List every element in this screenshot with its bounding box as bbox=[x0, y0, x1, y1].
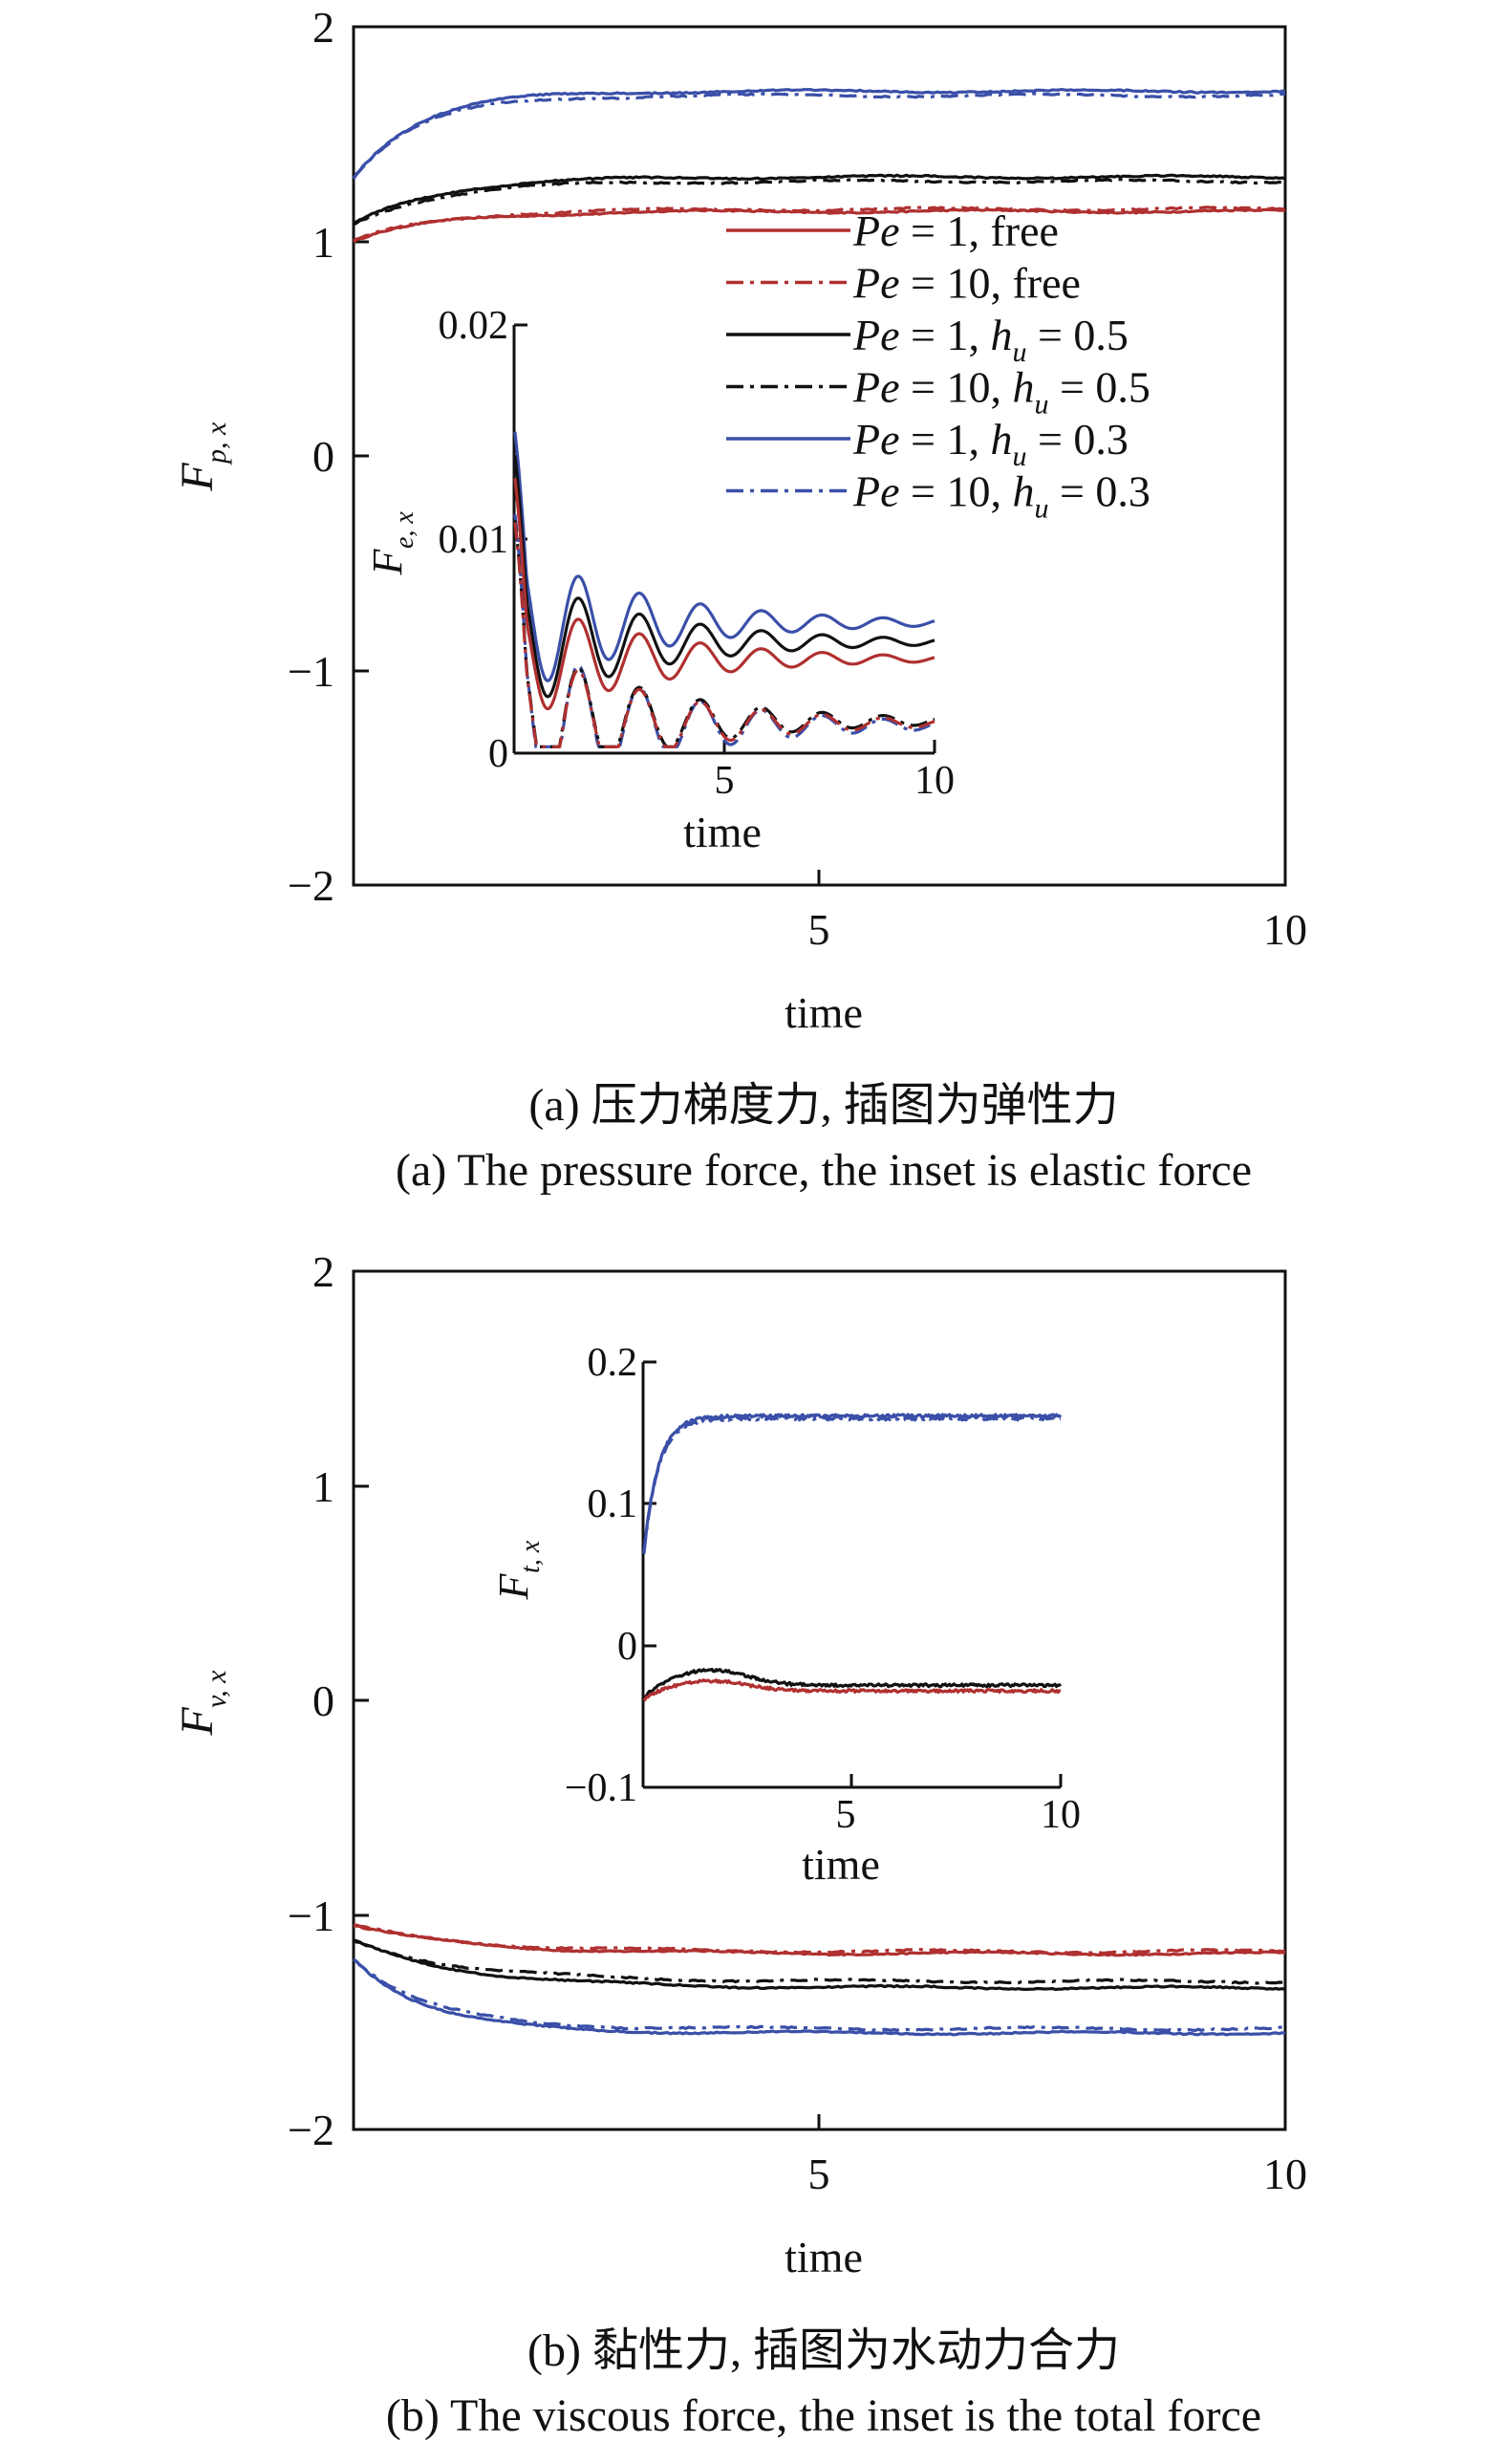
panel-b-inset: 0.2 0.1 0 −0.1 5 10 time F t, x bbox=[490, 1341, 1081, 1889]
panel-a-inset: 0.02 0.01 0 5 10 time F e, x bbox=[364, 304, 955, 856]
series-line bbox=[353, 1938, 1286, 1992]
panel-b-inset-ytick-label: 0.1 bbox=[588, 1482, 638, 1526]
panel-b-yticks: 2 1 0 −1 −2 bbox=[288, 1247, 369, 2154]
panel-b-ytick-label: 2 bbox=[312, 1247, 334, 1296]
panel-a-ylabel: F p, x bbox=[172, 421, 232, 492]
series-line bbox=[353, 205, 1286, 243]
panel-b-xtick-label: 10 bbox=[1263, 2150, 1307, 2198]
inset-series-line bbox=[513, 478, 935, 711]
panel-b-ylabel: F v, x bbox=[172, 1670, 232, 1737]
panel-b-inset-ylabel-base: F bbox=[490, 1572, 537, 1600]
panel-a-inset-ytick-label: 0.02 bbox=[439, 304, 509, 348]
legend-label: Pe = 1, free bbox=[852, 206, 1059, 255]
panel-b-inset-xtick-label: 5 bbox=[836, 1793, 856, 1837]
panel-b-xtick-label: 5 bbox=[808, 2150, 830, 2198]
inset-series-line bbox=[513, 513, 935, 748]
panel-b-series-group bbox=[353, 1923, 1286, 2037]
series-line bbox=[353, 1957, 1286, 2037]
panel-a-xlabel: time bbox=[785, 988, 863, 1037]
panel-b-inset-ytick-label: 0 bbox=[617, 1625, 637, 1669]
panel-a-inset-xlabel: time bbox=[683, 808, 762, 856]
panel-a-caption-en: (a) The pressure force, the inset is ela… bbox=[396, 1145, 1252, 1196]
panel-b-inset-xlabel: time bbox=[802, 1840, 880, 1889]
panel-a-inset-ylabel: F e, x bbox=[364, 511, 419, 576]
panel-a-inset-ylabel-base: F bbox=[364, 548, 411, 575]
panel-b-inset-xtick-label: 10 bbox=[1041, 1793, 1081, 1837]
panel-a-inset-series-group bbox=[513, 431, 935, 748]
series-line bbox=[353, 178, 1285, 227]
panel-a-inset-xtick-label: 5 bbox=[715, 759, 735, 803]
panel-a-xtick-label: 10 bbox=[1263, 905, 1307, 954]
panel-b-caption-cn: (b) 黏性力, 插图为水动力合力 bbox=[527, 2325, 1120, 2376]
panel-b-inset-ytick-label: −0.1 bbox=[565, 1766, 637, 1810]
panel-a-series-group bbox=[352, 88, 1286, 244]
panel-b-inset-ytick-label: 0.2 bbox=[588, 1341, 638, 1385]
inset-series-line bbox=[513, 455, 935, 699]
legend-label: Pe = 1, hu = 0.3 bbox=[852, 415, 1129, 472]
panel-b-ytick-label: 0 bbox=[312, 1676, 334, 1725]
panel-a-ytick-label: −1 bbox=[288, 647, 334, 696]
legend-label: Pe = 10, hu = 0.3 bbox=[852, 467, 1150, 525]
panel-b-inset-ylabel: F t, x bbox=[490, 1540, 546, 1600]
legend-label: Pe = 10, free bbox=[852, 259, 1081, 308]
series-line bbox=[353, 1923, 1285, 1956]
legend-label: Pe = 1, hu = 0.5 bbox=[852, 311, 1129, 368]
panel-b: 5 10 2 1 0 −1 −2 time F v, x bbox=[172, 1247, 1307, 2441]
panel-a-ylabel-sub: p, x bbox=[201, 421, 232, 465]
series-line bbox=[352, 92, 1286, 180]
panel-a-ytick-label: 0 bbox=[312, 432, 334, 481]
panel-b-ytick-label: −1 bbox=[288, 1891, 334, 1940]
inset-series-line bbox=[642, 1667, 1063, 1700]
panel-a-caption-cn: (a) 压力梯度力, 插图为弹性力 bbox=[528, 1080, 1118, 1131]
inset-series-line bbox=[642, 1416, 1062, 1554]
panel-b-ytick-label: 1 bbox=[312, 1462, 334, 1511]
panel-a-ytick-label: −2 bbox=[288, 861, 334, 910]
panel-a-inset-ylabel-sub: e, x bbox=[390, 511, 419, 549]
panel-a-inset-xtick-label: 10 bbox=[914, 759, 955, 803]
panel-a-inset-ytick-label: 0.01 bbox=[439, 518, 509, 562]
panel-a-xtick-label: 5 bbox=[808, 905, 830, 954]
legend-label: Pe = 10, hu = 0.5 bbox=[852, 363, 1150, 421]
inset-series-line bbox=[513, 522, 935, 748]
panel-b-ylabel-base: F bbox=[172, 1707, 223, 1737]
inset-series-line bbox=[513, 431, 935, 682]
panel-b-inset-series-group bbox=[642, 1413, 1063, 1702]
series-line bbox=[352, 88, 1286, 180]
panel-a-ylabel-base: F bbox=[172, 463, 223, 492]
panel-b-ylabel-sub: v, x bbox=[201, 1670, 232, 1708]
panel-a: 5 10 2 1 0 −1 −2 time F p, x Pe = 1, fre… bbox=[172, 3, 1307, 1196]
series-line bbox=[353, 1957, 1286, 2033]
panel-b-ytick-label: −2 bbox=[288, 2106, 334, 2154]
panel-b-xlabel: time bbox=[785, 2233, 863, 2281]
panel-a-yticks: 2 1 0 −1 −2 bbox=[288, 3, 369, 910]
inset-series-line bbox=[642, 1678, 1062, 1702]
series-line bbox=[353, 173, 1286, 226]
series-line bbox=[353, 1924, 1286, 1957]
panel-b-plot-frame bbox=[352, 1269, 1287, 2131]
panel-b-inset-ylabel-sub: t, x bbox=[516, 1540, 546, 1573]
panel-b-caption-en: (b) The viscous force, the inset is the … bbox=[386, 2390, 1261, 2441]
panel-a-ytick-label: 2 bbox=[312, 3, 334, 52]
inset-series-line bbox=[642, 1413, 1063, 1554]
panel-a-inset-ytick-label: 0 bbox=[488, 732, 508, 776]
series-line bbox=[353, 207, 1286, 244]
panel-a-ytick-label: 1 bbox=[312, 218, 334, 267]
